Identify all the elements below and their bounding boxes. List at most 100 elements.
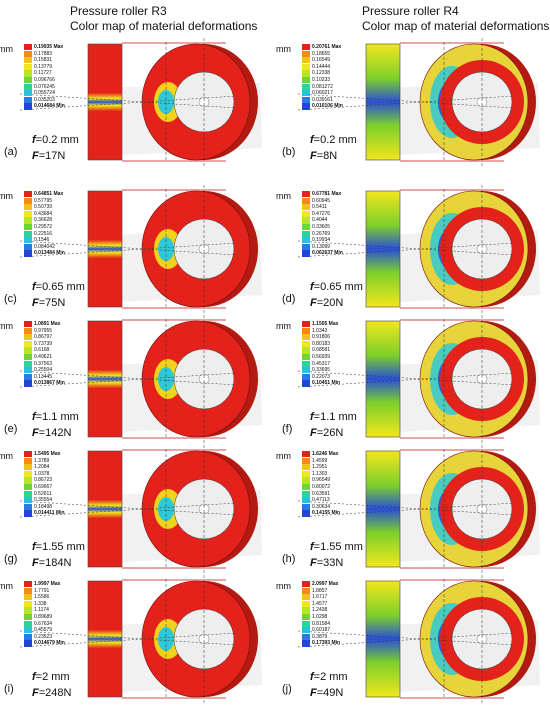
roller-render-j xyxy=(297,575,540,703)
panel-h: 1.6246 Max 1.4599 1.2951 1.1303 0.96549 0.800… xyxy=(276,445,548,575)
roller-render-g xyxy=(19,445,262,573)
legend-swatch xyxy=(302,640,310,647)
roller-render-f xyxy=(297,315,540,443)
legend-value: 1.4599 xyxy=(312,457,328,464)
legend-value: 1.0298 xyxy=(312,614,328,620)
legend-value: 0.4044 xyxy=(312,217,328,224)
legend-value: 0.13779 xyxy=(34,63,53,70)
legend-swatch xyxy=(24,600,32,607)
legend-value: 0.56939 xyxy=(312,354,331,360)
legend-value: 1.7791 xyxy=(34,587,50,594)
legend-min: 0.010106 Min xyxy=(312,103,343,110)
legend-value: 1.2084 xyxy=(34,464,50,471)
legend-swatch xyxy=(302,484,310,491)
legend-swatch xyxy=(302,503,310,510)
legend-swatch xyxy=(24,640,32,647)
legend-swatch xyxy=(302,210,310,217)
legend-value: 0.16549 xyxy=(312,57,331,64)
legend-swatch xyxy=(302,587,310,594)
legend-swatch xyxy=(302,44,310,51)
legend-min: 0.014411 Min xyxy=(34,510,65,517)
legend-value: 0.49621 xyxy=(34,354,53,360)
legend-h: 1.6246 Max 1.4599 1.2951 1.1303 0.96549 0.800… xyxy=(292,451,372,529)
legend-d: 0.67781 Max 0.60945 0.5411 0.47276 0.4044 0.3… xyxy=(292,191,372,269)
legend-g: 1.5495 Max 1.3789 1.2084 1.0378 0.86723 0.696… xyxy=(14,451,94,529)
legend-min: 0.013484 Min xyxy=(34,250,65,257)
panel-letter: (c) xyxy=(4,293,17,305)
legend-swatch xyxy=(24,607,32,614)
legend-swatch xyxy=(24,70,32,77)
legend-unit: mm xyxy=(0,581,13,591)
deflection-label: f=0.2 mm xyxy=(310,134,357,146)
deflection-label: f=0.65 mm xyxy=(32,281,85,293)
deflection-label: f=2 mm xyxy=(310,671,348,683)
legend-value: 1.1174 xyxy=(34,607,49,614)
legend-value: 0.18655 xyxy=(312,50,331,57)
legend-value: 0.50739 xyxy=(34,204,53,211)
force-label: F=142N xyxy=(32,427,72,439)
force-label: F=8N xyxy=(310,150,338,162)
legend-value: 0.57795 xyxy=(34,197,53,204)
legend-unit: mm xyxy=(0,44,13,54)
legend-swatch xyxy=(24,373,32,380)
legend-value: 0.30634 xyxy=(312,503,331,510)
legend-f: 1.1505 Max 1.0343 0.91806 0.80183 0.68581 0.5… xyxy=(292,321,372,399)
legend-swatch xyxy=(24,50,32,57)
legend-swatch xyxy=(24,510,32,517)
panel-i: 1.9997 Max 1.7791 1.5586 1.338 1.1174 0.89689… xyxy=(0,575,270,705)
legend-value: 0.80072 xyxy=(312,484,331,490)
legend-value: 0.97955 xyxy=(34,327,53,334)
legend-max: 1.5495 Max xyxy=(34,451,61,457)
force-label: F=26N xyxy=(310,427,344,439)
legend-unit: mm xyxy=(276,191,291,201)
force-label: F=17N xyxy=(32,150,66,162)
legend-swatch xyxy=(302,191,310,198)
legend-swatch xyxy=(24,197,32,204)
legend-swatch xyxy=(24,503,32,510)
panel-letter: (d) xyxy=(282,293,296,305)
roller-render-e xyxy=(19,315,262,443)
legend-a: 0.19935 Max 0.17883 0.15831 0.13779 0.11727 0… xyxy=(14,44,94,122)
legend-swatch xyxy=(302,103,310,110)
legend-c: 0.64851 Max 0.57795 0.50739 0.43684 0.36628 0… xyxy=(14,191,94,269)
legend-value: 1.1303 xyxy=(312,470,328,477)
legend-swatch xyxy=(302,217,310,224)
legend-swatch xyxy=(24,250,32,257)
legend-value: 0.17883 xyxy=(34,50,53,57)
legend-swatch xyxy=(302,354,310,361)
legend-swatch xyxy=(302,451,310,458)
legend-swatch xyxy=(24,77,32,84)
legend-min: 0.17393 Min xyxy=(312,640,341,647)
legend-value: 0.5411 xyxy=(312,204,327,211)
legend-swatch xyxy=(302,360,310,367)
legend-swatch xyxy=(302,607,310,614)
legend-value: 1.2438 xyxy=(312,607,328,614)
legend-swatch xyxy=(24,451,32,458)
legend-value: 0.35554 xyxy=(34,497,53,504)
legend-value: 0.19934 xyxy=(312,237,331,244)
legend-j: 2.0997 Max 1.8857 1.6717 1.4577 1.2438 1.0298… xyxy=(292,581,372,659)
legend-swatch xyxy=(302,334,310,341)
legend-swatch xyxy=(24,44,32,51)
legend-swatch xyxy=(302,230,310,237)
legend-swatch xyxy=(302,250,310,257)
legend-value: 0.11727 xyxy=(34,70,52,77)
panel-letter: (e) xyxy=(4,423,18,435)
panel-letter: (g) xyxy=(4,553,18,565)
legend-swatch xyxy=(24,620,32,627)
legend-swatch xyxy=(302,327,310,334)
legend-value: 0.29572 xyxy=(34,224,53,230)
legend-value: 0.10233 xyxy=(312,77,331,83)
legend-value: 0.45317 xyxy=(312,360,331,367)
legend-value: 0.039161 xyxy=(312,96,333,103)
legend-swatch xyxy=(302,477,310,484)
legend-value: 0.45579 xyxy=(34,627,53,634)
panel-letter: (b) xyxy=(282,146,296,158)
legend-swatch xyxy=(302,197,310,204)
legend-value: 0.084042 xyxy=(34,243,55,250)
legend-value: 0.096766 xyxy=(34,77,55,83)
roller-render-b xyxy=(297,38,540,166)
legend-value: 0.15831 xyxy=(34,57,53,64)
legend-value: 0.060217 xyxy=(312,90,333,97)
legend-swatch xyxy=(24,204,32,211)
